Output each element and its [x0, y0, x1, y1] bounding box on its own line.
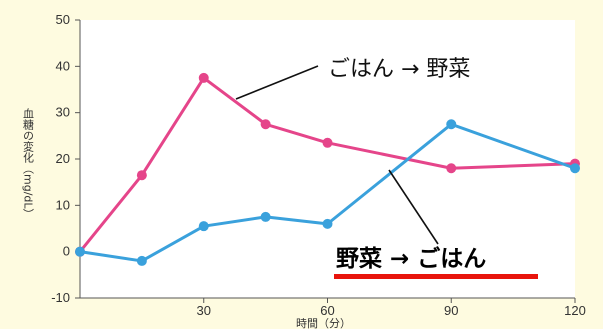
annotation-1-leader-line: [235, 65, 319, 100]
y-tick-label: 50: [56, 12, 70, 27]
x-tick-label: 60: [320, 303, 334, 318]
x-axis-ticks: 30 60 90 120: [197, 298, 586, 318]
series-2-point: [570, 163, 580, 174]
annotation-2-underline: [334, 274, 538, 279]
series-2-point: [322, 218, 333, 229]
series-1-point: [136, 170, 147, 181]
y-axis-title: 血糖の変化（mg/dL）: [22, 107, 35, 220]
plot-area: [80, 20, 575, 298]
series-1-point: [322, 137, 333, 148]
series-1-point: [446, 163, 457, 174]
annotation-2-leader-line: [388, 169, 439, 245]
series-1-point: [198, 72, 209, 83]
y-tick-label: -10: [51, 290, 70, 305]
annotation-2-label: 野菜 → ごはん: [336, 245, 486, 272]
y-tick-label: 40: [56, 58, 70, 73]
series-2-point: [75, 246, 85, 257]
y-tick-label: 30: [56, 105, 70, 120]
y-tick-label: 10: [56, 197, 70, 212]
series-2-point: [136, 255, 147, 266]
series-1-point: [260, 119, 271, 130]
x-tick-label: 120: [564, 303, 586, 318]
y-tick-label: 20: [56, 151, 70, 166]
y-axis-ticks: 50 40 30 20 10 0 -10: [51, 12, 80, 305]
annotation-1-label: ごはん → 野菜: [328, 57, 470, 82]
series-2-point: [260, 211, 271, 222]
x-tick-label: 90: [444, 303, 458, 318]
x-axis-title: 時間（分）: [296, 317, 351, 329]
series-layer: [75, 72, 580, 266]
x-tick-label: 30: [197, 303, 211, 318]
series-2-point: [446, 119, 457, 130]
y-tick-label: 0: [63, 244, 70, 259]
series-2-point: [198, 221, 209, 232]
